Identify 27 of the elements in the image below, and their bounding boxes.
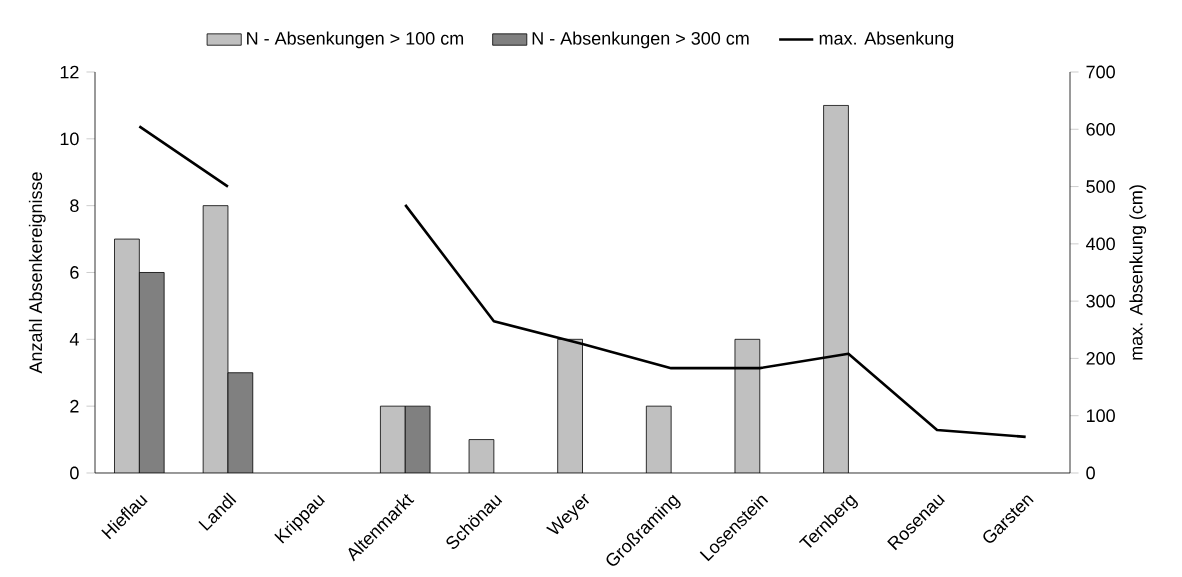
legend-label: max. Absenkung [819, 31, 954, 49]
y-axis-title: Anzahl Absenkereignisse [28, 172, 46, 374]
bar [114, 239, 140, 473]
y2-tick-label: 500 [1086, 180, 1115, 193]
bar [203, 205, 228, 473]
y2-tick-label: 0 [1086, 466, 1095, 480]
y2-tick-label: 300 [1086, 294, 1115, 308]
y-tick-label: 0 [70, 466, 79, 480]
y2-tick-label: 700 [1086, 65, 1115, 79]
bar [380, 406, 406, 473]
y2-tick-label: 600 [1086, 122, 1115, 136]
bar [557, 339, 583, 473]
y-tick-label: 12 [60, 65, 79, 79]
y-tick-label: 10 [60, 132, 79, 146]
y2-tick-label: 200 [1086, 352, 1115, 365]
y-tick-label: 4 [69, 333, 79, 346]
bar [646, 406, 672, 473]
legend-label: N - Absenkungen > 300 cm [532, 31, 749, 49]
y-tick-label: 8 [70, 199, 79, 213]
y2-tick-label: 100 [1086, 409, 1115, 423]
y2-tick-label: 400 [1086, 237, 1115, 251]
bar [734, 339, 760, 473]
legend-label: N - Absenkungen > 100 cm [247, 31, 464, 49]
y-tick-label: 6 [70, 266, 79, 279]
y2-axis-title: max. Absenkung (cm) [1129, 185, 1147, 360]
y-tick-label: 2 [70, 399, 79, 413]
bar [823, 105, 849, 473]
